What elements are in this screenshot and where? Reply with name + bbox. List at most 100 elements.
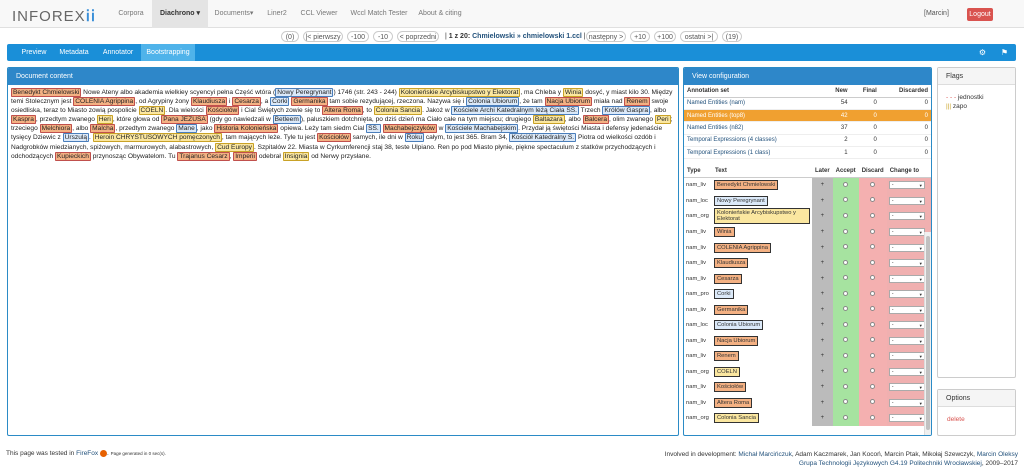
nav-liner2[interactable]: Liner2 [267,10,287,17]
change-to-select[interactable]: - [888,243,925,252]
discard-radio[interactable] [870,212,876,218]
annotation-liv[interactable]: Machabejczyków [382,124,437,134]
later-plus-icon[interactable]: + [820,182,825,189]
change-to-select[interactable]: - [888,212,925,221]
author-link-2[interactable]: Marcin Oleksy [976,451,1018,458]
discard-radio[interactable] [870,228,876,234]
gear-icon[interactable]: ⚙ [978,48,987,57]
annotation-liv[interactable]: Imperii [233,151,257,161]
later-plus-icon[interactable]: + [820,260,825,267]
annotation-liv[interactable]: Klaudiusza [190,97,228,107]
annotation-loc[interactable]: Colonia Ubiorum [466,97,520,107]
flag-zapo[interactable]: ||| zapo [938,102,1015,111]
discard-radio[interactable] [870,275,876,281]
change-to-select[interactable]: - [888,336,925,345]
change-to-select[interactable]: - [888,383,925,392]
annotation-org[interactable]: Cud Europy [215,142,254,152]
nav-ccl-viewer[interactable]: CCL Viewer [300,10,338,17]
logout-button[interactable]: Logout [967,8,993,21]
accept-radio[interactable] [843,321,849,327]
annotation-liv[interactable]: Cesarza [232,97,261,107]
tab-annotator[interactable]: Annotator [102,49,134,56]
change-to-select[interactable]: - [888,352,925,361]
accept-radio[interactable] [843,275,849,281]
annotation-liv[interactable]: Trajanus Cesarz [177,151,230,161]
later-plus-icon[interactable]: + [820,353,825,360]
annotation-loc[interactable]: Roku [404,133,425,143]
annotation-loc[interactable]: Corki [270,97,290,107]
pager-prev[interactable]: < poprzedni [397,31,439,42]
later-plus-icon[interactable]: + [820,415,825,422]
annotation-org[interactable]: Peri [654,115,671,125]
discard-radio[interactable] [870,383,876,389]
pager-plus10[interactable]: +10 [630,31,650,42]
accept-radio[interactable] [843,337,849,343]
author-link[interactable]: Michał Marcińczuk [738,451,792,458]
later-plus-icon[interactable]: + [820,306,825,313]
pager-first[interactable]: |< pierwszy [303,31,343,42]
later-plus-icon[interactable]: + [820,291,825,298]
annotation-set-row[interactable]: Named Entities (top8) 42 0 0 [684,109,931,123]
annotation-liv[interactable]: Nacja Ubiorum [544,97,593,107]
change-to-select[interactable]: - [888,196,925,205]
annotation-liv[interactable]: Malcha [90,124,116,134]
accept-radio[interactable] [843,306,849,312]
annotation-liv[interactable]: Kościołów [317,133,351,143]
scroll-thumb[interactable] [926,236,930,430]
later-plus-icon[interactable]: + [820,368,825,375]
change-to-select[interactable]: - [888,414,925,423]
pager-plus100[interactable]: +100 [654,31,676,42]
flag-icon[interactable]: ⚑ [1000,48,1009,57]
discard-radio[interactable] [870,337,876,343]
change-to-select[interactable]: - [888,228,925,237]
nav-diachrono[interactable]: Diachrono ▾ [152,0,208,28]
annotation-loc[interactable]: SS. [366,124,381,134]
later-plus-icon[interactable]: + [820,337,825,344]
accept-radio[interactable] [843,228,849,234]
annotation-set-row[interactable]: Named Entities (n82) 37 0 0 [684,121,931,135]
nav-wccl-match-tester[interactable]: Wccl Match Tester [350,10,408,17]
annotation-loc[interactable]: Kościele Machabejskim [445,124,519,134]
annotation-set-row[interactable]: Temporal Expressions (1 class) 1 0 0 [684,146,931,160]
accept-radio[interactable] [843,414,849,420]
accept-radio[interactable] [843,368,849,374]
discard-radio[interactable] [870,290,876,296]
change-to-select[interactable]: - [888,181,925,190]
discard-radio[interactable] [870,181,876,187]
annotation-liv[interactable]: COLENIA Agrippina [73,97,136,107]
tab-bootstrapping[interactable]: Bootstrapping [141,44,195,61]
accept-radio[interactable] [843,197,849,203]
annotation-liv[interactable]: Kaspra [11,115,36,125]
later-plus-icon[interactable]: + [820,322,825,329]
later-plus-icon[interactable]: + [820,399,825,406]
change-to-select[interactable]: - [888,321,925,330]
annotation-liv[interactable]: Germanika [291,97,328,107]
accept-radio[interactable] [843,383,849,389]
annotation-org[interactable]: COELN [138,106,166,116]
annotation-liv[interactable]: Melchiora [39,124,73,134]
later-plus-icon[interactable]: + [820,213,825,220]
annotation-liv[interactable]: Historia Kolonieńska [214,124,279,134]
annotation-loc[interactable]: Królów Gaspra [602,106,651,116]
accept-radio[interactable] [843,352,849,358]
annotation-liv[interactable]: Benedykt Chmielowski [11,88,82,97]
annotation-org[interactable]: Heroin CHRYSTUSOWYCH pomęczonych [92,133,222,143]
later-plus-icon[interactable]: + [820,275,825,282]
change-to-select[interactable]: - [888,274,925,283]
pager-last[interactable]: ostatni >| [680,31,718,42]
pager-next[interactable]: następny > [586,31,626,42]
group-link[interactable]: Grupa Technologii Językowych G4.19 Polit… [798,460,982,467]
inforex-logo[interactable]: INFOREXⅰⅰ [12,7,96,25]
tab-metadata[interactable]: Metadata [59,49,89,56]
discard-radio[interactable] [870,197,876,203]
annotation-org[interactable]: Insignia [282,151,310,161]
annotation-loc[interactable]: Kościół Katedralny S. [509,133,577,143]
annotation-set-row[interactable]: Temporal Expressions (4 classes) 2 0 0 [684,134,931,148]
annotation-liv[interactable]: Pana JEZUSA [161,115,208,125]
accept-radio[interactable] [843,259,849,265]
accept-radio[interactable] [843,212,849,218]
annotation-loc[interactable]: Urszulą [62,133,90,143]
accept-radio[interactable] [843,290,849,296]
discard-radio[interactable] [870,259,876,265]
later-plus-icon[interactable]: + [820,244,825,251]
